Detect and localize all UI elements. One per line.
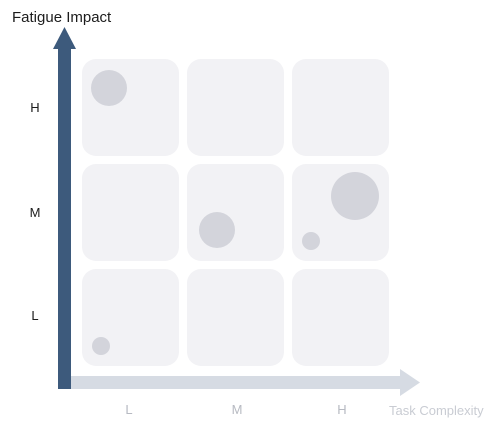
x-tick-label: L [125, 402, 132, 417]
axes [53, 27, 420, 396]
y-tick-label: H [30, 100, 39, 115]
bubble-H-M-small [302, 232, 320, 250]
y-axis-arrowhead [53, 27, 76, 49]
x-tick-label: M [232, 402, 243, 417]
bubble-L-H-medium [91, 70, 127, 106]
y-axis-title: Fatigue Impact [12, 9, 112, 26]
grid-cells [82, 59, 389, 366]
x-axis-arrowhead [400, 369, 420, 396]
bubble-M-M-medium [199, 212, 235, 248]
bubbles [91, 70, 379, 355]
grid-cell-M-H [187, 59, 284, 156]
grid-cell-H-L [292, 269, 389, 366]
y-tick-label: M [30, 205, 41, 220]
bubble-L-L-small [92, 337, 110, 355]
x-axis-title: Task Complexity [389, 403, 484, 418]
grid-cell-L-M [82, 164, 179, 261]
grid-cell-H-H [292, 59, 389, 156]
y-axis-line [58, 44, 71, 389]
grid-cell-M-M [187, 164, 284, 261]
y-tick-label: L [31, 308, 38, 323]
tick-labels: L M H L M H [30, 100, 347, 417]
x-tick-label: H [337, 402, 346, 417]
x-axis-line [60, 376, 404, 389]
bubble-H-M-large [331, 172, 379, 220]
grid-cell-L-H [82, 59, 179, 156]
grid-cell-M-L [187, 269, 284, 366]
